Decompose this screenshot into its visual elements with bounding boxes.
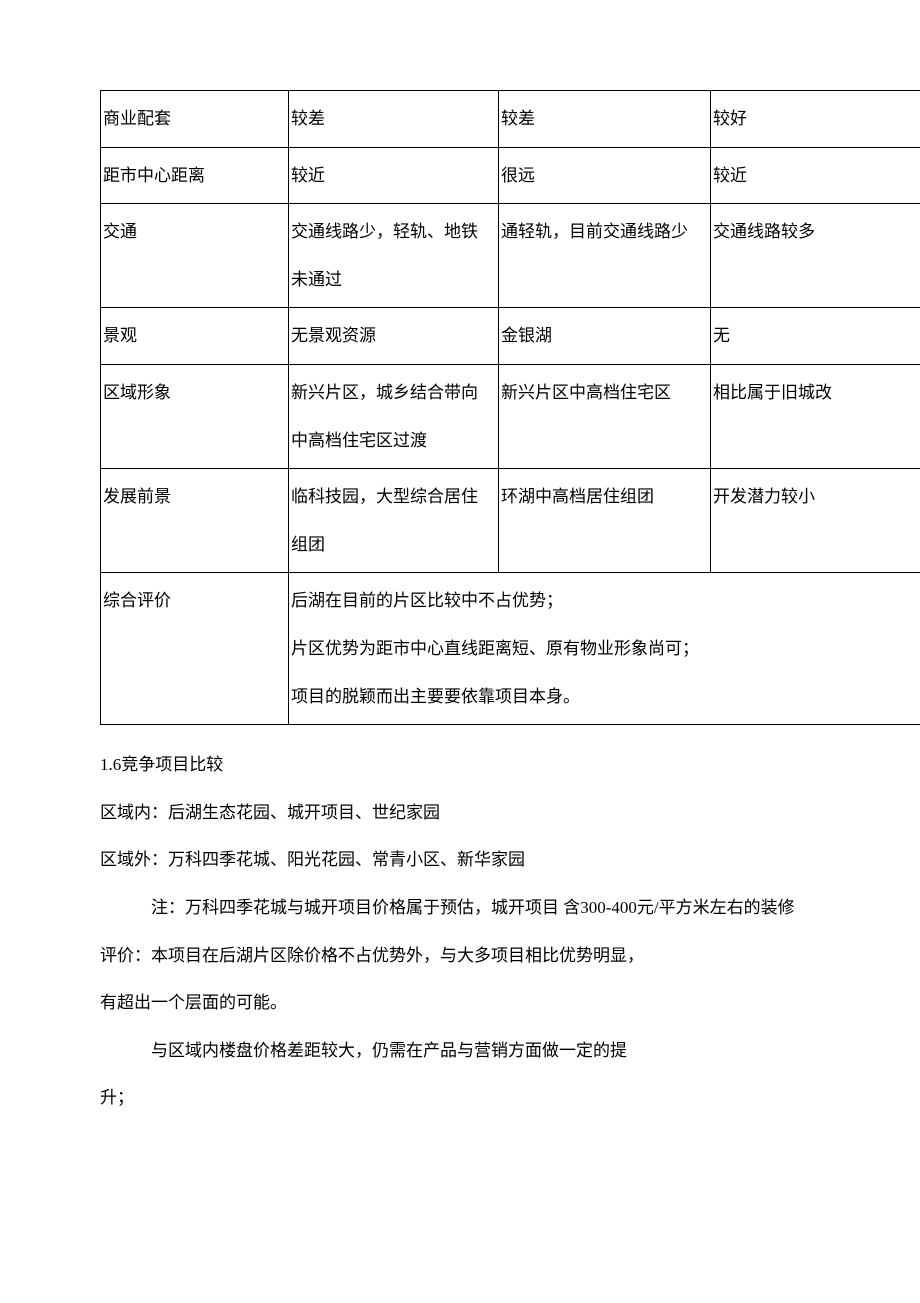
cell-value: 较好 (711, 91, 920, 148)
table-row: 区域形象 新兴片区，城乡结合带向中高档住宅区过渡 新兴片区中高档住宅区 相比属于… (101, 364, 920, 468)
cell-summary: 后湖在目前的片区比较中不占优势； 片区优势为距市中心直线距离短、原有物业形象尚可… (289, 573, 920, 725)
table-summary-row: 综合评价 后湖在目前的片区比较中不占优势； 片区优势为距市中心直线距离短、原有物… (101, 573, 920, 725)
table-row: 交通 交通线路少，轻轨、地铁未通过 通轻轨，目前交通线路少 交通线路较多 (101, 204, 920, 308)
cell-value: 交通线路少，轻轨、地铁未通过 (289, 204, 499, 308)
table-row: 景观 无景观资源 金银湖 无 (101, 308, 920, 365)
cell-label: 综合评价 (101, 573, 289, 725)
cell-value: 交通线路较多 (711, 204, 920, 308)
cell-label: 景观 (101, 308, 289, 365)
cell-value: 临科技园，大型综合居住组团 (289, 469, 499, 573)
paragraph: 区域外：万科四季花城、阳光花园、常青小区、新华家园 (100, 836, 820, 884)
cell-label: 发展前景 (101, 469, 289, 573)
table-row: 发展前景 临科技园，大型综合居住组团 环湖中高档居住组团 开发潜力较小 (101, 469, 920, 573)
paragraph: 区域内：后湖生态花园、城开项目、世纪家园 (100, 789, 820, 837)
cell-value: 无 (711, 308, 920, 365)
cell-value: 相比属于旧城改 (711, 364, 920, 468)
paragraph: 与区域内楼盘价格差距较大，仍需在产品与营销方面做一定的提 (100, 1027, 820, 1075)
paragraph: 有超出一个层面的可能。 (100, 979, 820, 1027)
cell-value: 较近 (289, 147, 499, 204)
cell-value: 金银湖 (499, 308, 711, 365)
cell-label: 区域形象 (101, 364, 289, 468)
cell-value: 新兴片区，城乡结合带向中高档住宅区过渡 (289, 364, 499, 468)
summary-line: 后湖在目前的片区比较中不占优势； (291, 577, 917, 625)
paragraph-note: 注：万科四季花城与城开项目价格属于预估，城开项目 含300-400元/平方米左右… (100, 884, 820, 932)
cell-value: 环湖中高档居住组团 (499, 469, 711, 573)
cell-value: 较差 (289, 91, 499, 148)
cell-label: 交通 (101, 204, 289, 308)
summary-line: 项目的脱颖而出主要要依靠项目本身。 (291, 673, 917, 721)
summary-line: 片区优势为距市中心直线距离短、原有物业形象尚可； (291, 625, 917, 673)
cell-value: 新兴片区中高档住宅区 (499, 364, 711, 468)
body-text: 1.6竞争项目比较 区域内：后湖生态花园、城开项目、世纪家园 区域外：万科四季花… (100, 741, 820, 1122)
cell-label: 距市中心距离 (101, 147, 289, 204)
section-heading: 1.6竞争项目比较 (100, 741, 820, 789)
table-row: 商业配套 较差 较差 较好 (101, 91, 920, 148)
cell-value: 很远 (499, 147, 711, 204)
comparison-table: 商业配套 较差 较差 较好 距市中心距离 较近 很远 较近 交通 交通线路少，轻… (100, 90, 920, 725)
table-row: 距市中心距离 较近 很远 较近 (101, 147, 920, 204)
cell-label: 商业配套 (101, 91, 289, 148)
paragraph: 升； (100, 1074, 820, 1122)
paragraph: 评价：本项目在后湖片区除价格不占优势外，与大多项目相比优势明显， (100, 932, 820, 980)
cell-value: 较近 (711, 147, 920, 204)
cell-value: 较差 (499, 91, 711, 148)
cell-value: 无景观资源 (289, 308, 499, 365)
cell-value: 通轻轨，目前交通线路少 (499, 204, 711, 308)
cell-value: 开发潜力较小 (711, 469, 920, 573)
